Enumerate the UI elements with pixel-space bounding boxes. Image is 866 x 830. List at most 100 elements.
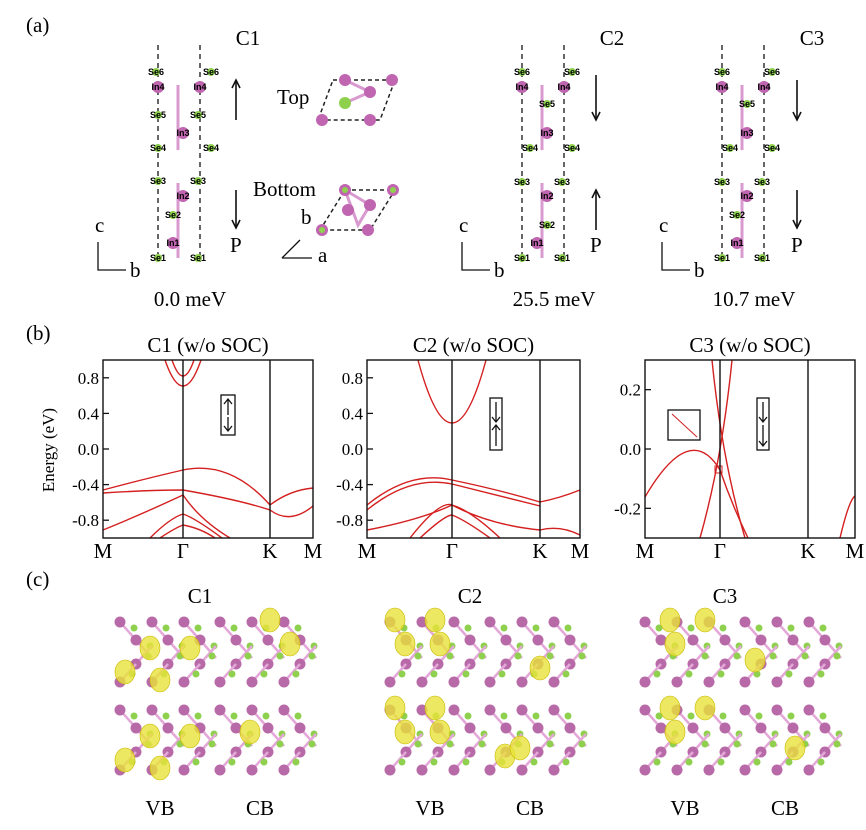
polarization: P [590, 233, 602, 257]
atom [294, 624, 302, 632]
energy-label: 0.0 meV [154, 287, 226, 311]
atom [214, 704, 226, 716]
atom [532, 634, 544, 646]
atom-label: Se1 [190, 253, 206, 263]
atom [639, 676, 651, 688]
atom [228, 758, 236, 766]
atom [194, 712, 202, 720]
density-lobe [394, 631, 416, 657]
atom [639, 764, 651, 776]
atom [653, 670, 661, 678]
atom-label: In4 [193, 82, 206, 92]
top-view [316, 74, 398, 126]
arrow-head [792, 219, 802, 230]
atom [803, 676, 815, 688]
atom [541, 190, 553, 202]
atom [276, 652, 284, 660]
atom [564, 712, 572, 720]
y-tick-label: -0.8 [72, 511, 99, 530]
vb-density [114, 616, 218, 781]
atom [562, 758, 570, 766]
arrow-head [792, 111, 802, 122]
k-label: K [800, 539, 815, 563]
atom [564, 624, 572, 632]
y-tick-label: -0.4 [336, 476, 363, 495]
y-tick-label: -0.4 [72, 476, 99, 495]
atom-label: Se1 [714, 253, 730, 263]
atom-label: In3 [176, 128, 189, 138]
y-tick-label: 0.4 [78, 404, 100, 423]
atom-label: In3 [540, 128, 553, 138]
atom [562, 670, 570, 678]
atom [532, 722, 544, 734]
atom [207, 144, 215, 152]
density-lobe [509, 735, 531, 761]
atom [208, 652, 216, 660]
atom [803, 764, 815, 776]
y-tick-label: 0.4 [342, 404, 364, 423]
density-lobe [429, 719, 451, 745]
atom [771, 616, 783, 628]
atom [771, 764, 783, 776]
atom [448, 764, 460, 776]
atom [701, 740, 709, 748]
atom [208, 740, 216, 748]
atom [228, 670, 236, 678]
atom [484, 764, 496, 776]
density-lobe [664, 631, 686, 657]
atom [718, 254, 726, 262]
atom [430, 670, 438, 678]
atom [500, 624, 508, 632]
cb-density [214, 607, 318, 776]
atom [541, 127, 553, 139]
atom [671, 676, 683, 688]
atom [230, 712, 238, 720]
axes [461, 242, 490, 271]
atom [130, 624, 138, 632]
atom [771, 676, 783, 688]
atom [819, 624, 827, 632]
y-tick-label: 0.2 [620, 381, 641, 400]
band-label: CB [516, 796, 544, 820]
k-label: K [262, 539, 277, 563]
panel-label: (a) [26, 13, 49, 37]
band-label: CB [771, 796, 799, 820]
density-lobe [259, 607, 281, 633]
density-lobe [694, 695, 716, 721]
column-title: C2 [458, 584, 483, 608]
density-lobe [179, 723, 201, 749]
density-lobe [279, 631, 301, 657]
atom-label: In1 [166, 238, 179, 248]
atom-label: Se3 [150, 176, 166, 186]
atom [154, 177, 162, 185]
atom [787, 634, 799, 646]
atom-label: Se4 [722, 143, 738, 153]
k-label: M [94, 539, 113, 563]
atom [246, 676, 258, 688]
k-label: Γ [714, 539, 726, 563]
atom [230, 634, 242, 646]
atom [743, 100, 751, 108]
atom [194, 111, 202, 119]
density-lobe [384, 695, 406, 721]
atom [655, 712, 663, 720]
atom-label: Se3 [754, 177, 770, 187]
atom-label: Se4 [150, 143, 166, 153]
atom [516, 81, 528, 93]
density-lobe [139, 723, 161, 749]
atom [768, 68, 776, 76]
atom [194, 177, 202, 185]
atom [801, 652, 809, 660]
atom [568, 68, 576, 76]
atom [716, 81, 728, 93]
atom-label: Se6 [714, 67, 730, 77]
atom [564, 634, 576, 646]
atom [177, 190, 189, 202]
atom [726, 144, 734, 152]
panel-label: (b) [26, 321, 51, 345]
atom [130, 712, 138, 720]
atom [276, 740, 284, 748]
cb-density [739, 616, 843, 776]
plot-title: C3 (w/o SOC) [689, 333, 810, 357]
